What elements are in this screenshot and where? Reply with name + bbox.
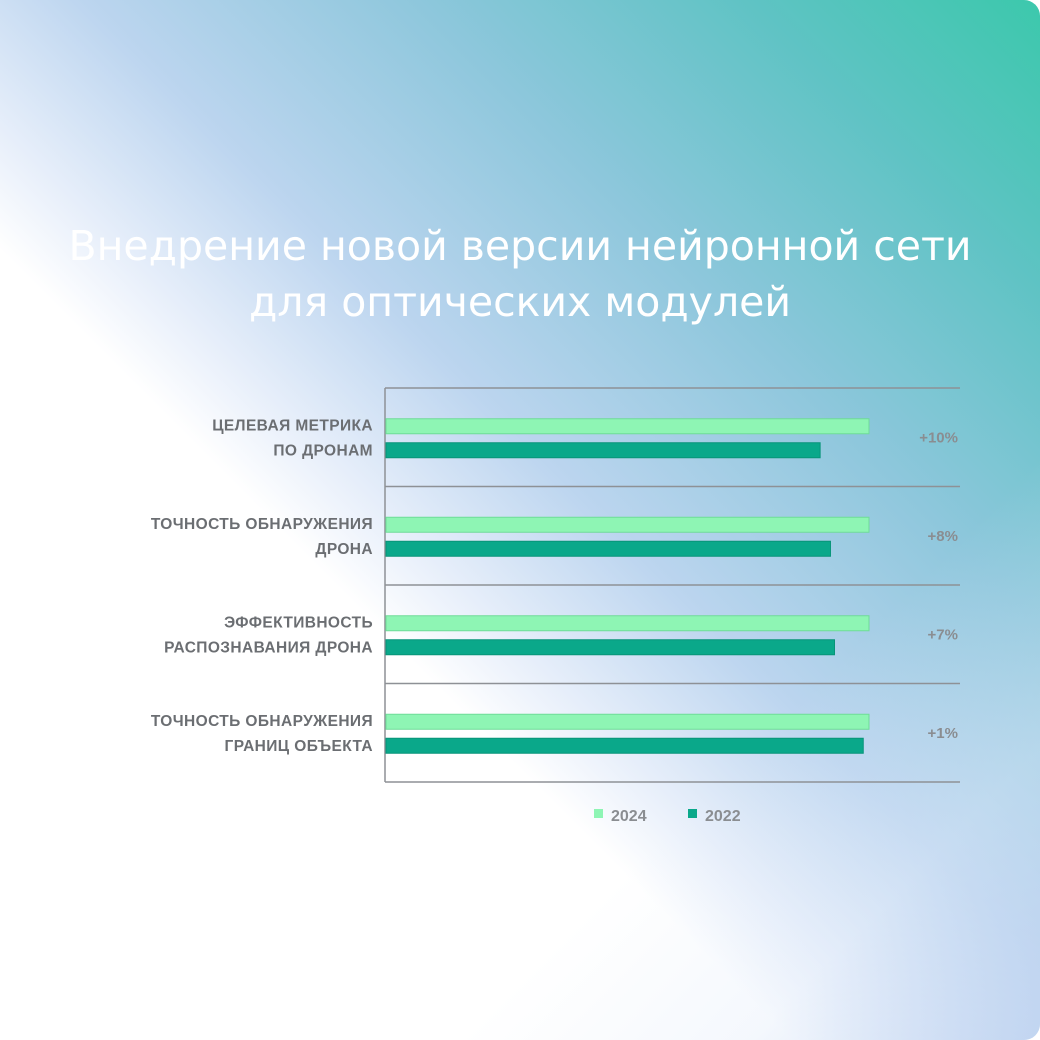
bar-2022-1	[385, 442, 821, 459]
bar-2022-2	[385, 540, 831, 557]
legend-swatch-2024	[594, 809, 603, 818]
category-label: ПО ДРОНАМ	[273, 442, 373, 459]
delta-annotation: +10%	[919, 429, 958, 446]
category-label: ЭФФЕКТИВНОСТЬ	[224, 614, 373, 631]
category-label: ДРОНА	[315, 541, 373, 558]
delta-annotation: +7%	[928, 626, 958, 643]
legend-swatch-2022	[688, 809, 697, 818]
legend-label-2022: 2022	[705, 808, 741, 825]
delta-annotation: +1%	[928, 725, 958, 742]
category-label: ГРАНИЦ ОБЪЕКТА	[225, 738, 373, 755]
bar-2024-4	[385, 713, 870, 730]
bar-2024-1	[385, 418, 870, 435]
category-label: РАСПОЗНАВАНИЯ ДРОНА	[164, 639, 373, 656]
category-label: ТОЧНОСТЬ ОБНАРУЖЕНИЯ	[151, 713, 373, 730]
category-label: ЦЕЛЕВАЯ МЕТРИКА	[212, 417, 373, 434]
bar-2022-4	[385, 737, 864, 754]
legend-label-2024: 2024	[611, 808, 647, 825]
bar-2024-3	[385, 615, 870, 632]
chart-title: Внедрение новой версии нейронной сети дл…	[68, 222, 972, 326]
delta-annotation: +8%	[928, 528, 958, 545]
bar-2022-3	[385, 639, 835, 656]
category-label: ТОЧНОСТЬ ОБНАРУЖЕНИЯ	[151, 516, 373, 533]
bar-2024-2	[385, 516, 870, 533]
